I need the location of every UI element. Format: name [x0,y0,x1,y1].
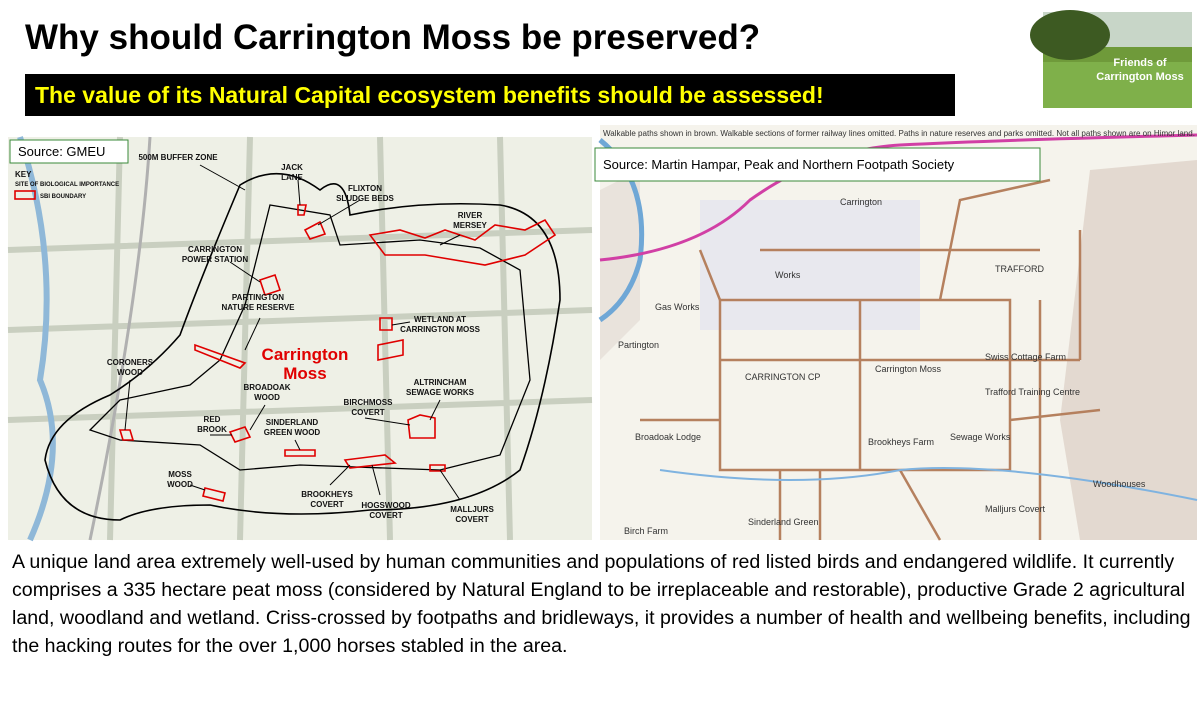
map-label: WOOD [254,393,280,402]
map-label: Trafford Training Centre [985,387,1080,397]
logo-text: Friends of [1113,57,1167,69]
map-note: Walkable paths shown in brown. Walkable … [603,129,1195,138]
left-map [7,136,593,542]
map-label: BROOK [197,425,227,434]
map-label: PARTINGTON [232,293,284,302]
map-label: Malljurs Covert [985,504,1046,514]
map-label: RED [204,415,221,424]
map-label: ALTRINCHAM [414,378,467,387]
map-label: BROADOAK [243,383,290,392]
map-main-label: Moss [283,364,326,383]
map-label: Brookheys Farm [868,437,934,447]
map-label: Sewage Works [950,432,1011,442]
map-label: SLUDGE BEDS [336,194,394,203]
map-label: CARRINGTON MOSS [400,325,481,334]
map-label: Woodhouses [1093,479,1146,489]
map-label: CARRINGTON CP [745,372,820,382]
map-label: FLIXTON [348,184,382,193]
map-key: SBI BOUNDARY [40,194,86,200]
map-source: Source: GMEU [18,144,105,159]
map-label: COVERT [310,500,343,509]
map-label: Broadoak Lodge [635,432,701,442]
logo [1030,10,1192,108]
map-label: POWER STATION [182,255,249,264]
map-label: WOOD [117,368,143,377]
map-label: COVERT [369,511,402,520]
body-text: A unique land area extremely well-used b… [12,551,1191,657]
map-label: BIRCHMOSS [344,398,394,407]
map-source: Source: Martin Hampar, Peak and Northern… [603,157,955,172]
map-label: JACK [281,163,303,172]
map-label: TRAFFORD [995,264,1044,274]
map-label: WETLAND AT [414,315,466,324]
map-label: CORONERS [107,358,154,367]
map-label: Carrington Moss [875,364,942,374]
map-label: NATURE RESERVE [221,303,295,312]
right-map [594,125,1198,541]
map-key: KEY [15,170,32,179]
maps: Friends of Carrington Moss Source: GMEU KEY… [7,10,1198,542]
map-label: LANE [281,173,303,182]
map-label: BROOKHEYS [301,490,353,499]
map-label: GREEN WOOD [264,428,321,437]
subtitle-banner: The value of its Natural Capital ecosyst… [25,74,955,116]
map-label: Swiss Cottage Farm [985,352,1066,362]
map-label: Sinderland Green [748,517,819,527]
map-label: COVERT [455,515,488,524]
map-label: WOOD [167,480,193,489]
map-label: Partington [618,340,659,350]
map-key: SITE OF BIOLOGICAL IMPORTANCE [15,182,119,188]
map-label: Carrington [840,197,882,207]
map-label: HOGSWOOD [361,501,411,510]
map-label: Gas Works [655,302,700,312]
map-label: SEWAGE WORKS [406,388,475,397]
logo-text: Carrington Moss [1096,71,1183,83]
title: Why should Carrington Moss be preserved? [25,18,761,57]
map-label: 500M BUFFER ZONE [138,153,218,162]
map-label: SINDERLAND [266,418,319,427]
map-label: Works [775,270,801,280]
map-label: CARRINGTON [188,245,242,254]
map-label: MOSS [168,470,192,479]
map-label: Birch Farm [624,526,668,536]
map-label: MALLJURS [450,505,494,514]
map-main-label: Carrington [262,345,349,364]
map-label: MERSEY [453,221,487,230]
map-label: COVERT [351,408,384,417]
map-label: RIVER [458,211,483,220]
